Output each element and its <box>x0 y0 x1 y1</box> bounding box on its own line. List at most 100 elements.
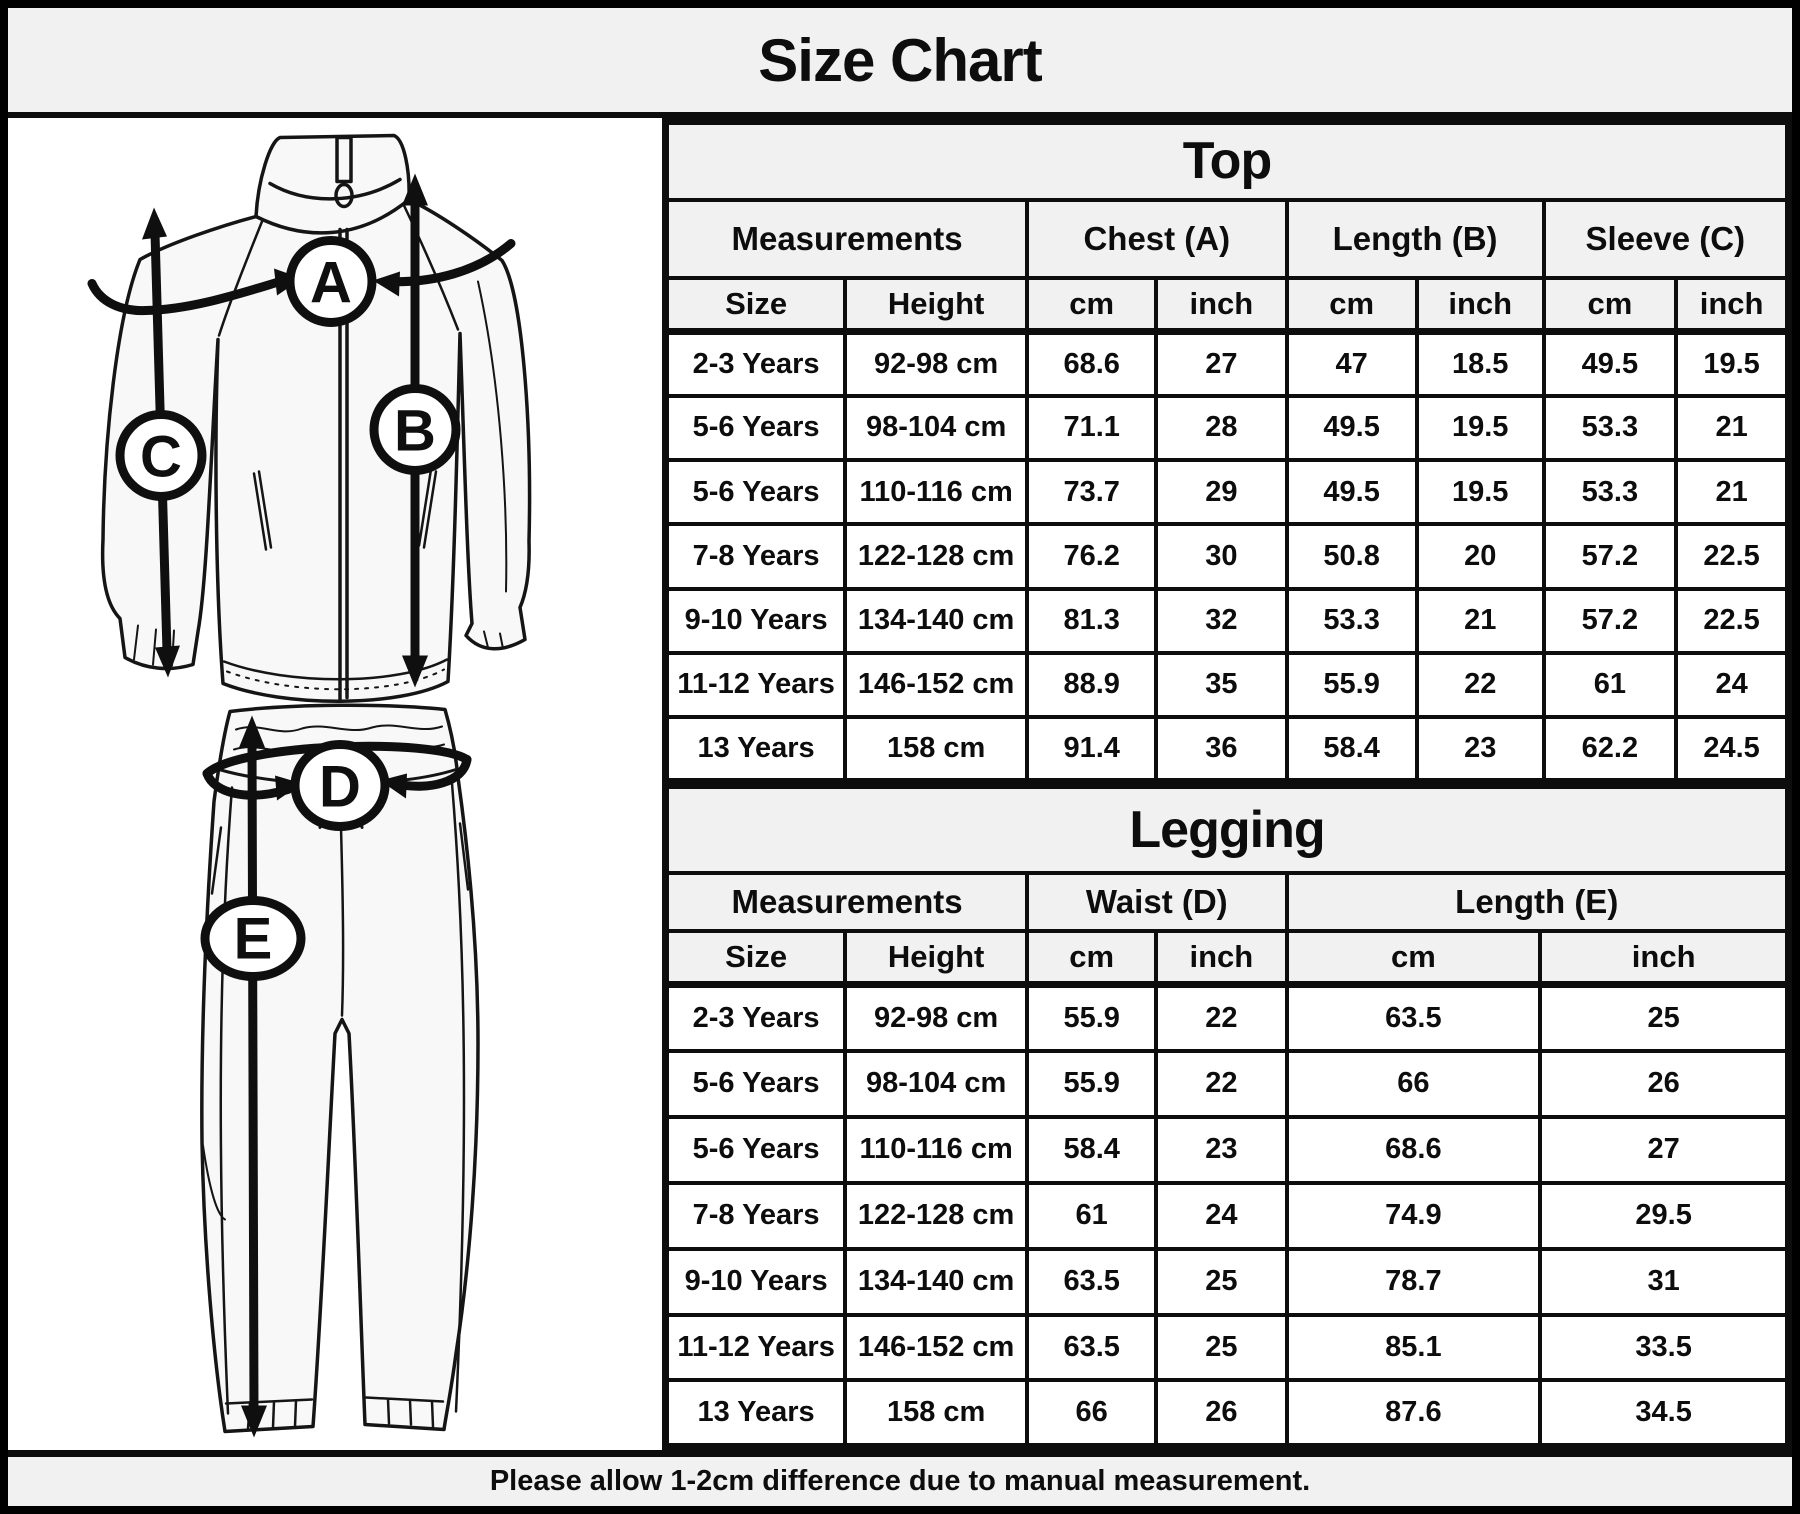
length-arrowhead-top <box>402 173 428 206</box>
value-cell: 53.3 <box>1541 393 1679 463</box>
value-cell: 33.5 <box>1538 1312 1791 1383</box>
sub-header-height: Height <box>843 928 1030 989</box>
collar-line <box>268 177 402 201</box>
content-area: A B C D E <box>8 118 1792 1450</box>
col-header-sleeve: Sleeve (C) <box>1541 197 1791 280</box>
size-row: 2-3 Years 92-98 cm 68.6 27 47 18.5 49.5 19.5 <box>663 329 1791 398</box>
sub-header-inch: inch <box>1154 275 1289 335</box>
value-cell: 53.3 <box>1284 586 1419 655</box>
size-row: 2-3 Years 92-98 cm 55.9 22 63.5 25 <box>663 982 1791 1053</box>
inseam-arrow <box>247 735 259 1418</box>
sleeve-arrowhead-top <box>142 207 167 240</box>
legging-size-table: Legging Measurements Waist (D) Length (E… <box>662 784 1792 1450</box>
value-cell: 19.5 <box>1414 457 1546 527</box>
neck-seam <box>254 197 411 235</box>
value-cell: 22 <box>1154 982 1289 1053</box>
chest-arrowhead-right <box>373 271 400 297</box>
value-cell: 110-116 cm <box>843 457 1030 527</box>
value-cell: 26 <box>1154 1378 1289 1449</box>
chest-arrow-right <box>382 239 516 287</box>
value-cell: 57.2 <box>1541 586 1679 655</box>
label-d: D <box>319 755 361 820</box>
pant-pocket-left <box>210 826 223 895</box>
value-cell: 22 <box>1414 650 1546 720</box>
top-size-table: Top Measurements Chest (A) Length (B) Sl… <box>662 118 1792 785</box>
sub-header-inch: inch <box>1154 928 1289 989</box>
value-cell: 49.5 <box>1284 457 1419 527</box>
value-cell: 47 <box>1284 329 1419 398</box>
value-cell: 27 <box>1538 1114 1791 1185</box>
value-cell: 27 <box>1154 329 1289 398</box>
badge-a-circle <box>285 236 377 327</box>
drawstring-cord <box>339 826 345 1017</box>
value-cell: 49.5 <box>1284 393 1419 463</box>
size-row: 13 Years 158 cm 66 26 87.6 34.5 <box>663 1378 1791 1449</box>
value-cell: 78.7 <box>1284 1246 1543 1317</box>
chest-arrow-left <box>87 277 285 316</box>
size-cell: 13 Years <box>663 714 848 784</box>
sub-header-cm: cm <box>1025 928 1159 989</box>
page-title: Size Chart <box>758 26 1042 94</box>
pant-cuff-right <box>364 1396 445 1428</box>
size-row: 9-10 Years 134-140 cm 63.5 25 78.7 31 <box>663 1246 1791 1317</box>
top-table-body: 2-3 Years 92-98 cm 68.6 27 47 18.5 49.5 19.5 5-6… <box>663 329 1791 784</box>
sleeve-seam-right <box>477 280 508 593</box>
top-sub-header-row: Size Height cm inch cm inch cm inch <box>663 275 1791 335</box>
value-cell: 122-128 cm <box>843 1180 1030 1251</box>
value-cell: 49.5 <box>1541 329 1679 398</box>
value-cell: 88.9 <box>1025 650 1159 720</box>
value-cell: 22.5 <box>1674 522 1791 591</box>
value-cell: 25 <box>1154 1312 1289 1383</box>
badge-b-circle <box>369 384 461 475</box>
value-cell: 50.8 <box>1284 522 1419 591</box>
sub-header-size: Size <box>663 928 848 989</box>
sleeve-arrowhead-bottom <box>155 645 180 678</box>
sub-header-cm: cm <box>1541 275 1679 335</box>
value-cell: 146-152 cm <box>843 1312 1030 1383</box>
value-cell: 122-128 cm <box>843 522 1030 591</box>
size-row: 11-12 Years 146-152 cm 63.5 25 85.1 33.5 <box>663 1312 1791 1383</box>
value-cell: 18.5 <box>1414 329 1546 398</box>
size-cell: 11-12 Years <box>663 1312 848 1383</box>
size-row: 7-8 Years 122-128 cm 76.2 30 50.8 20 57.2 22.5 <box>663 522 1791 591</box>
size-cell: 5-6 Years <box>663 1048 848 1119</box>
side-stripe-right <box>450 782 466 1413</box>
value-cell: 19.5 <box>1414 393 1546 463</box>
value-cell: 24 <box>1154 1180 1289 1251</box>
value-cell: 21 <box>1674 393 1791 463</box>
badge-d-circle <box>290 740 390 831</box>
top-group-header-row: Measurements Chest (A) Length (B) Sleeve… <box>663 197 1791 280</box>
garment-diagram-svg: A B C D E <box>87 133 532 1438</box>
value-cell: 57.2 <box>1541 522 1679 591</box>
label-c: C <box>140 425 182 490</box>
title-band: Size Chart <box>8 8 1792 118</box>
legging-table-title-row: Legging <box>663 784 1791 875</box>
footer-band: Please allow 1-2cm difference due to man… <box>8 1450 1792 1506</box>
value-cell: 158 cm <box>843 1378 1030 1449</box>
value-cell: 24 <box>1674 650 1791 720</box>
sub-header-inch: inch <box>1414 275 1546 335</box>
value-cell: 61 <box>1541 650 1679 720</box>
value-cell: 63.5 <box>1025 1246 1159 1317</box>
legging-table-title: Legging <box>663 784 1791 875</box>
value-cell: 19.5 <box>1674 329 1791 398</box>
size-row: 11-12 Years 146-152 cm 88.9 35 55.9 22 61 24 <box>663 650 1791 720</box>
size-row: 5-6 Years 110-116 cm 58.4 23 68.6 27 <box>663 1114 1791 1185</box>
value-cell: 32 <box>1154 586 1289 655</box>
value-cell: 25 <box>1538 982 1791 1053</box>
legging-table-body: 2-3 Years 92-98 cm 55.9 22 63.5 25 5-6 Years 98… <box>663 982 1791 1449</box>
value-cell: 63.5 <box>1284 982 1543 1053</box>
top-table-title: Top <box>663 119 1791 202</box>
knee-seam-left <box>202 1144 226 1221</box>
size-row: 5-6 Years 110-116 cm 73.7 29 49.5 19.5 53.3 21 <box>663 457 1791 527</box>
garment-diagram: A B C D E <box>8 118 662 1450</box>
value-cell: 55.9 <box>1025 982 1159 1053</box>
size-cell: 2-3 Years <box>663 329 848 398</box>
label-b: B <box>394 399 436 464</box>
cuff-ribs-right <box>483 630 504 650</box>
value-cell: 68.6 <box>1284 1114 1543 1185</box>
col-header-waist: Waist (D) <box>1025 870 1289 933</box>
size-row: 9-10 Years 134-140 cm 81.3 32 53.3 21 57.2 22.5 <box>663 586 1791 655</box>
value-cell: 91.4 <box>1025 714 1159 784</box>
length-arrowhead-bottom <box>402 655 428 688</box>
